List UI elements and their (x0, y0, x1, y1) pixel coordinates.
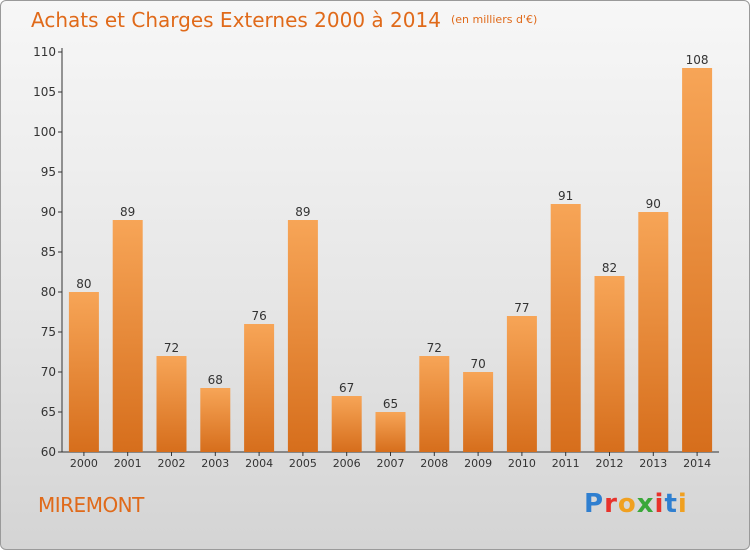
logo-letter: i (654, 489, 665, 519)
data-label: 72 (164, 341, 179, 355)
bar (463, 372, 494, 452)
town-name: MIREMONT (38, 493, 144, 517)
y-tick-label: 70 (41, 365, 56, 379)
x-tick-label: 2000 (70, 457, 98, 470)
x-tick-label: 2001 (114, 457, 142, 470)
bar (638, 212, 669, 452)
bar (156, 356, 187, 452)
data-label: 90 (646, 197, 661, 211)
x-tick-label: 2008 (420, 457, 448, 470)
chart-unit-label: (en milliers d'€) (450, 13, 538, 26)
x-tick-label: 2010 (508, 457, 536, 470)
y-tick-label: 65 (41, 405, 56, 419)
x-tick-label: 2014 (683, 457, 711, 470)
x-tick-label: 2002 (158, 457, 186, 470)
bar (244, 324, 275, 452)
bar (287, 220, 318, 452)
x-tick-label: 2005 (289, 457, 317, 470)
chart-bars (68, 68, 713, 452)
x-tick-label: 2004 (245, 457, 273, 470)
data-label: 89 (295, 205, 310, 219)
chart-axes: 60 65 70 75 80 85 90 95 100 105 110 2000 2001 2002 200… (33, 45, 719, 470)
x-tick-label: 2006 (333, 457, 361, 470)
y-tick-label: 75 (41, 325, 56, 339)
bar (550, 204, 581, 452)
data-label: 91 (558, 189, 573, 203)
x-tick-label: 2007 (377, 457, 405, 470)
y-tick-label: 95 (41, 165, 56, 179)
x-tick-label: 2013 (639, 457, 667, 470)
y-tick-label: 60 (41, 445, 56, 459)
bar (200, 388, 231, 452)
y-tick-label: 80 (41, 285, 56, 299)
data-label: 65 (383, 397, 398, 411)
x-tick-label: 2011 (552, 457, 580, 470)
logo-letter: x (636, 489, 655, 519)
data-label: 76 (251, 309, 266, 323)
bar (506, 316, 537, 452)
logo-letter: i (677, 489, 688, 519)
data-label: 72 (427, 341, 442, 355)
data-label: 82 (602, 261, 617, 275)
chart-title: Achats et Charges Externes 2000 à 2014 (31, 8, 441, 32)
data-label: 67 (339, 381, 354, 395)
bar (68, 292, 99, 452)
logo-letter: r (604, 489, 618, 519)
data-label: 89 (120, 205, 135, 219)
y-tick-label: 110 (33, 45, 56, 59)
logo-letter: P (584, 489, 605, 519)
data-label: 68 (208, 373, 223, 387)
x-tick-label: 2012 (596, 457, 624, 470)
data-label: 77 (514, 301, 529, 315)
y-tick-label: 105 (33, 85, 56, 99)
chart-header: Achats et Charges Externes 2000 à 2014 (e… (31, 8, 537, 32)
logo-letter: o (617, 489, 637, 519)
x-tick-label: 2003 (201, 457, 229, 470)
y-tick-label: 90 (41, 205, 56, 219)
bar (594, 276, 625, 452)
data-label: 108 (686, 53, 709, 67)
proxiti-logo[interactable]: Proxiti (584, 489, 688, 519)
bar (331, 396, 362, 452)
chart-data-labels: 80 89 72 68 76 89 67 65 72 70 77 91 82 90 108 (76, 53, 708, 411)
data-label: 70 (470, 357, 485, 371)
x-tick-label: 2009 (464, 457, 492, 470)
bar (682, 68, 713, 452)
data-label: 80 (76, 277, 91, 291)
y-tick-label: 85 (41, 245, 56, 259)
bar (112, 220, 143, 452)
logo-letter: t (664, 489, 678, 519)
bar (375, 412, 406, 452)
bar (419, 356, 450, 452)
y-tick-label: 100 (33, 125, 56, 139)
